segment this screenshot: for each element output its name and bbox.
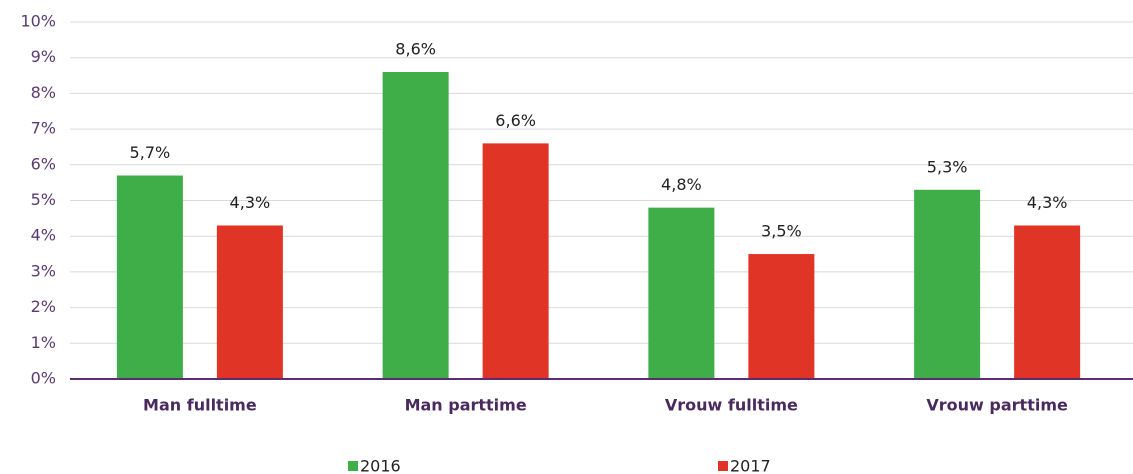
y-tick-label: 9% bbox=[31, 47, 56, 66]
x-tick-label: Man fulltime bbox=[143, 396, 257, 415]
bar bbox=[914, 189, 981, 379]
data-label: 6,6% bbox=[495, 111, 536, 130]
data-label: 3,5% bbox=[761, 222, 802, 241]
bar bbox=[116, 175, 183, 379]
y-tick-label: 6% bbox=[31, 154, 56, 173]
bar bbox=[482, 143, 549, 379]
y-tick-label: 7% bbox=[31, 119, 56, 138]
y-tick-label: 1% bbox=[31, 333, 56, 352]
y-tick-label: 5% bbox=[31, 190, 56, 209]
bar bbox=[1014, 225, 1081, 379]
bar bbox=[382, 71, 449, 379]
x-tick-label: Vrouw fulltime bbox=[665, 396, 798, 415]
x-tick-label: Man parttime bbox=[405, 396, 527, 415]
bar bbox=[748, 254, 815, 379]
data-label: 4,3% bbox=[1027, 193, 1068, 212]
legend-swatch bbox=[718, 461, 728, 471]
y-tick-label: 3% bbox=[31, 261, 56, 280]
data-label: 4,8% bbox=[661, 175, 702, 194]
legend-label: 2016 bbox=[360, 457, 401, 474]
legend-label: 2017 bbox=[730, 457, 771, 474]
legend-swatch bbox=[348, 461, 358, 471]
y-tick-label: 4% bbox=[31, 226, 56, 245]
data-label: 5,7% bbox=[130, 143, 171, 162]
data-label: 4,3% bbox=[230, 193, 271, 212]
x-tick-label: Vrouw parttime bbox=[926, 396, 1068, 415]
y-tick-label: 10% bbox=[20, 12, 56, 31]
y-tick-label: 8% bbox=[31, 83, 56, 102]
y-tick-label: 2% bbox=[31, 297, 56, 316]
data-label: 5,3% bbox=[927, 157, 968, 176]
bar bbox=[648, 207, 715, 379]
data-label: 8,6% bbox=[395, 39, 436, 58]
y-tick-label: 0% bbox=[31, 369, 56, 388]
bar bbox=[216, 225, 283, 379]
